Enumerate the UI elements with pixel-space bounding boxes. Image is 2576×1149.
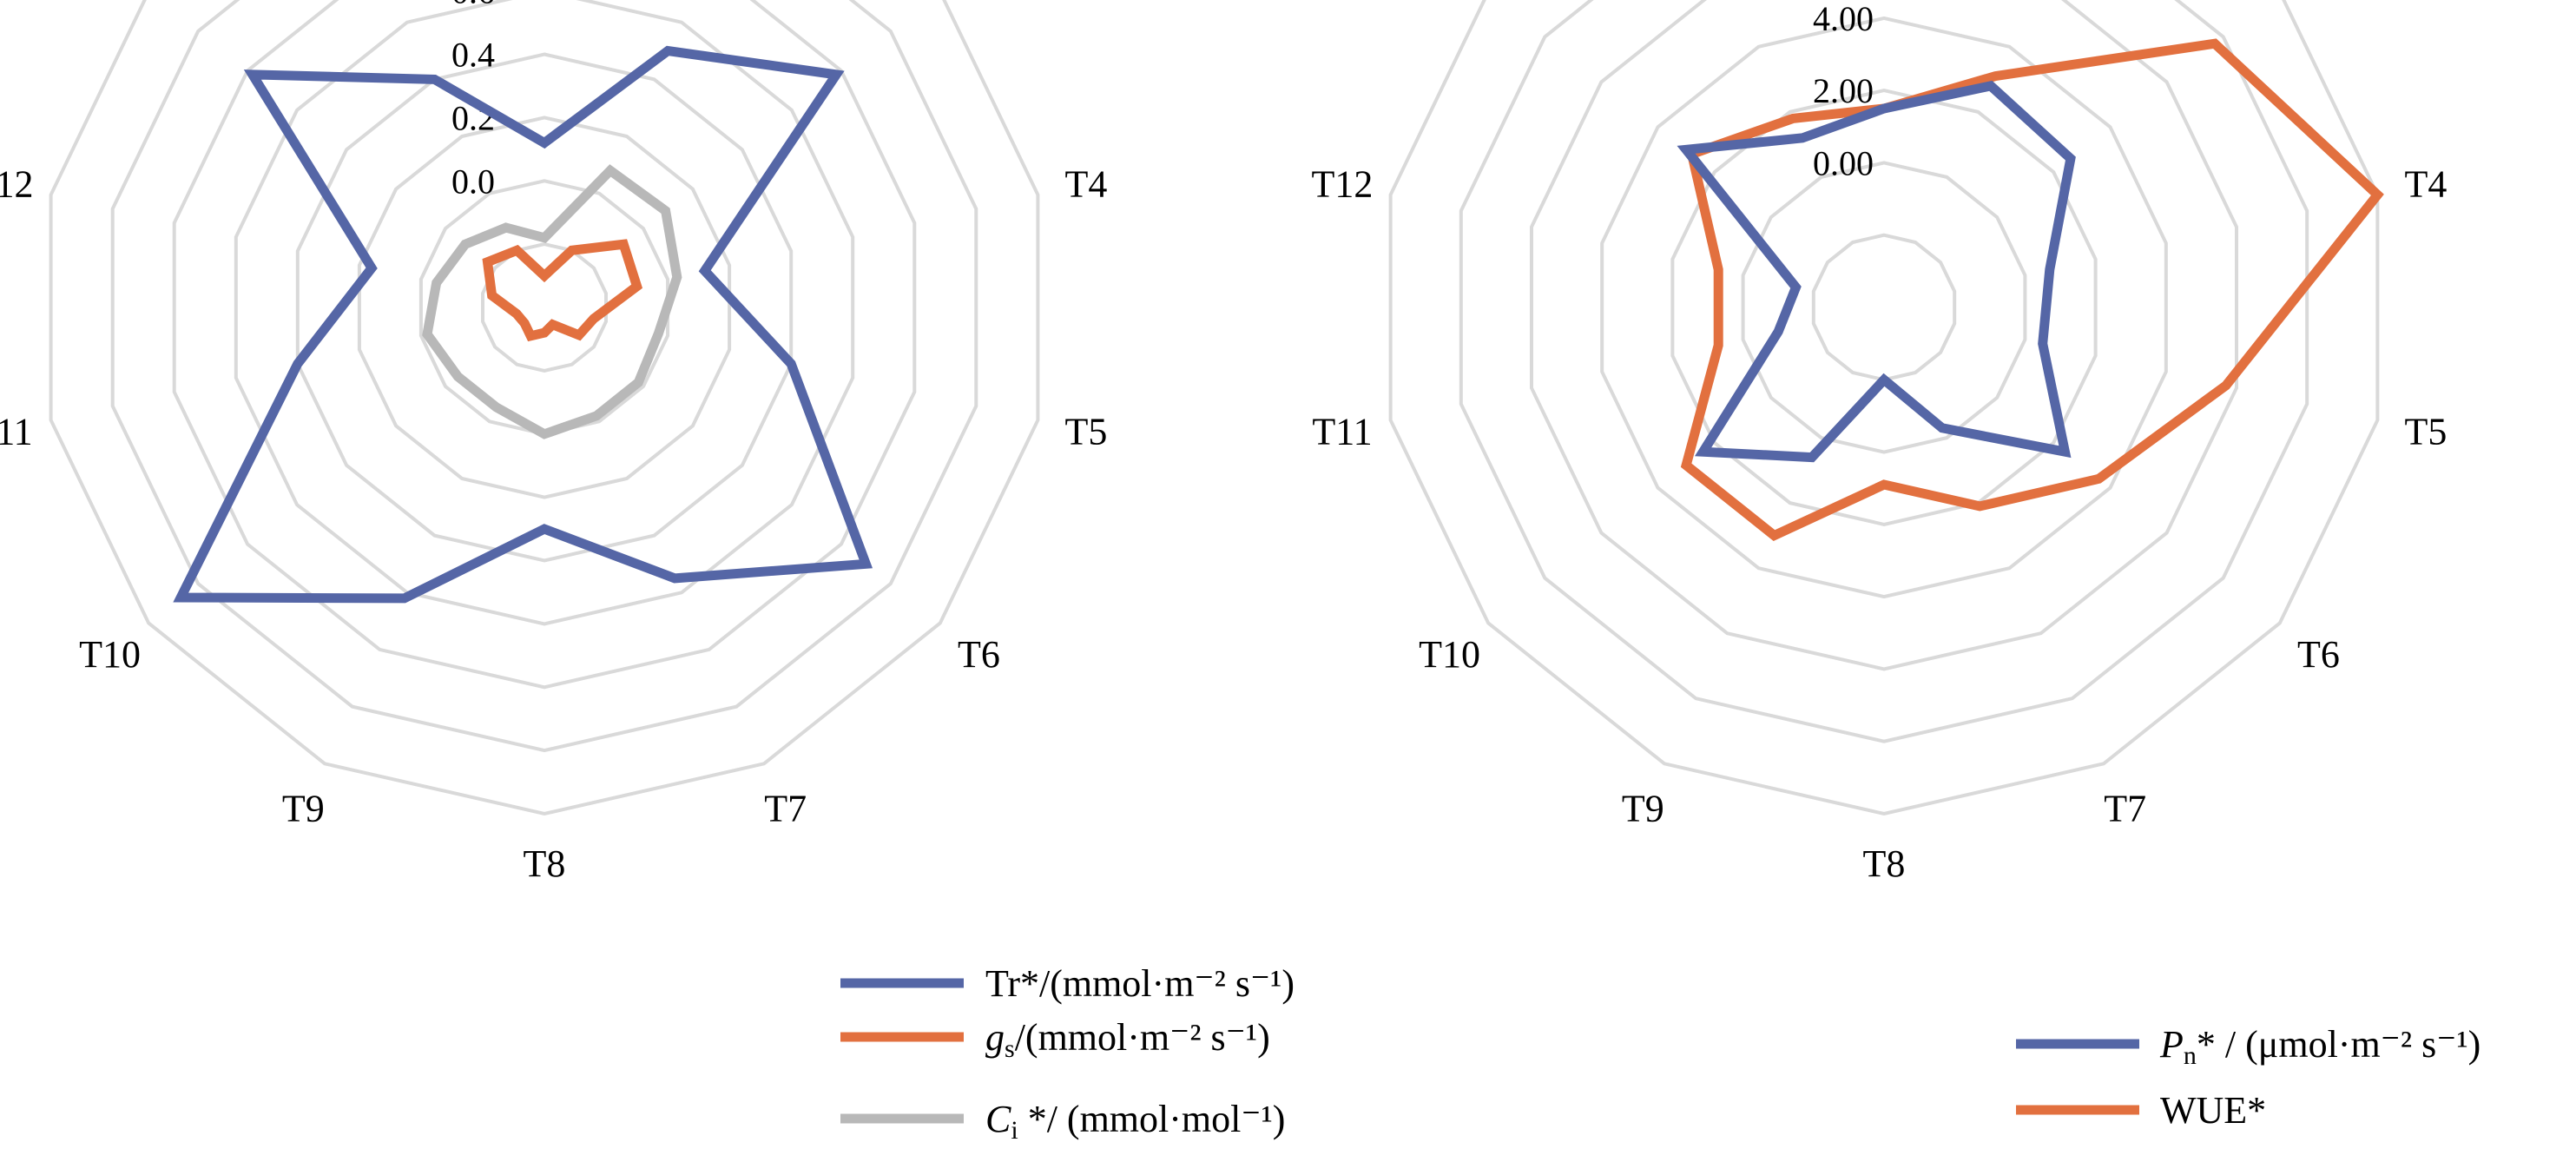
grid-ring [418, 179, 670, 436]
category-label: T11 [0, 410, 33, 452]
category-label: T10 [1419, 633, 1480, 676]
category-label: T4 [1065, 163, 1108, 206]
grid-rings [49, 0, 1040, 816]
grid-rings [1388, 0, 2380, 816]
grid-ring [49, 0, 1040, 816]
category-label: T10 [79, 633, 141, 676]
series-line [173, 45, 873, 604]
grid-ring [234, 0, 855, 626]
radar-chart-left: T1T2T3T4T5T6T7T8T9T10T11T12T13T140.00.20… [0, 0, 1295, 1145]
category-label: T9 [1622, 788, 1664, 830]
tick-labels: 0.00.20.40.60.81.01.2 [451, 0, 495, 201]
series-line [482, 239, 643, 342]
series-group [1677, 38, 2384, 542]
grid-ring [1741, 161, 2027, 454]
category-label: T6 [958, 633, 1000, 676]
grid-ring [295, 52, 794, 563]
category-label: T12 [0, 163, 33, 206]
category-labels: T1T2T3T4T5T6T7T8T9T10T11T12T13T14 [1312, 163, 2448, 885]
grid-ring [1530, 0, 2238, 671]
grid-ring [1670, 89, 2098, 526]
category-label: T5 [1065, 410, 1108, 452]
legend-label: Pn* / (μmol·m⁻² s⁻¹) [2159, 1023, 2480, 1070]
category-labels: T1T2T3T4T5T6T7T8T9T10T11T12T13T14 [0, 163, 1108, 885]
legend-label: Ci */ (mmol·mol⁻¹) [985, 1098, 1285, 1145]
radar-chart-right: T1T2T3T4T5T6T7T8T9T10T11T12T13T140.002.0… [1312, 0, 2480, 1132]
tick-label: 0.4 [451, 36, 495, 75]
series-group [173, 45, 873, 604]
grid-ring [1388, 0, 2380, 816]
grid-ring [172, 0, 917, 690]
tick-label: 0.00 [1813, 143, 1874, 182]
category-label: T11 [1312, 410, 1372, 452]
grid-ring [357, 116, 732, 499]
legend-label: gs/(mmol·m⁻² s⁻¹) [985, 1016, 1270, 1063]
category-label: T7 [764, 788, 807, 830]
tick-label: 0.6 [451, 0, 495, 11]
category-label: T7 [2104, 788, 2146, 830]
category-label: T6 [2297, 633, 2340, 676]
grid-ring [1811, 233, 1957, 382]
category-label: T5 [2405, 410, 2448, 452]
grid-ring [1600, 16, 2168, 599]
legend: Tr*/(mmol·m⁻² s⁻¹) gs/(mmol·m⁻² s⁻¹) Ci */… [840, 962, 1295, 1145]
series-line [422, 164, 682, 439]
legend: Pn* / (μmol·m⁻² s⁻¹) WUE* [2016, 1023, 2480, 1132]
tick-label: 2.00 [1813, 71, 1874, 110]
category-label: T8 [1863, 842, 1906, 885]
series-line [1680, 38, 2384, 542]
category-label: T4 [2405, 163, 2448, 206]
category-label: T8 [524, 842, 566, 885]
legend-label: Tr*/(mmol·m⁻² s⁻¹) [985, 962, 1295, 1005]
series-line [1677, 80, 2076, 463]
category-label: T9 [282, 788, 325, 830]
grid-ring [1459, 0, 2309, 743]
category-label: T12 [1312, 163, 1374, 206]
tick-labels: 0.002.004.006.008.0010.00 [1813, 0, 1874, 182]
legend-label: WUE* [2160, 1089, 2266, 1132]
tick-label: 0.0 [451, 162, 495, 201]
grid-ring [110, 0, 978, 753]
tick-label: 4.00 [1813, 0, 1874, 38]
